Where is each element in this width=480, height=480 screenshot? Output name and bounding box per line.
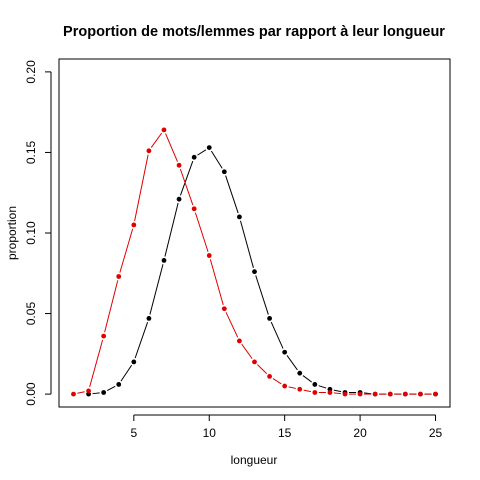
series-2-point <box>387 391 393 397</box>
series-2-point <box>161 127 167 133</box>
series-1-segment <box>134 322 149 359</box>
series-2-point <box>282 383 288 389</box>
series-layer <box>71 127 438 397</box>
series-1 <box>86 145 438 397</box>
series-2-point <box>191 206 197 212</box>
x-tick-label: 20 <box>353 426 367 440</box>
y-axis: 0.00 0.05 0.10 0.15 0.20 <box>24 60 52 406</box>
series-2-point <box>146 148 152 154</box>
series-1-point <box>267 315 272 321</box>
series-1-point <box>176 196 182 202</box>
y-axis-label: proportion <box>5 206 19 260</box>
series-1-point <box>312 382 318 387</box>
x-axis-label: longueur <box>231 453 278 467</box>
series-2-point <box>86 388 91 394</box>
series-2-segment <box>241 343 253 359</box>
series-1-point <box>191 154 197 160</box>
x-tick-label: 5 <box>130 426 137 440</box>
series-2-segment <box>150 132 163 148</box>
x-tick-label: 15 <box>278 426 292 440</box>
series-2-point <box>327 390 333 395</box>
series-1-segment <box>120 364 133 382</box>
series-2-point <box>237 338 242 344</box>
series-1-point <box>206 145 212 151</box>
series-2-point <box>312 390 318 395</box>
series-2-segment <box>194 212 209 252</box>
series-2-segment <box>272 378 282 385</box>
series-1-segment <box>333 389 342 393</box>
series-2-segment <box>77 391 85 394</box>
series-2-point <box>116 274 122 279</box>
series-1-point <box>161 257 167 263</box>
series-2-point <box>357 391 363 397</box>
series-1-segment <box>318 385 327 389</box>
chart-title: Proportion de mots/lemmes par rapport à … <box>63 24 445 40</box>
series-2 <box>71 127 438 397</box>
series-2-segment <box>104 280 119 333</box>
series-1-segment <box>149 264 164 315</box>
plot-frame <box>58 58 451 408</box>
series-2-segment <box>179 168 194 206</box>
y-tick-label: 0.15 <box>24 140 38 164</box>
y-tick-label: 0.20 <box>24 60 38 84</box>
series-1-segment <box>225 175 239 214</box>
series-1-point <box>101 390 107 395</box>
y-tick-label: 0.00 <box>24 382 38 406</box>
series-1-point <box>297 370 303 376</box>
series-2-segment <box>333 392 342 395</box>
x-tick-label: 25 <box>429 426 443 440</box>
series-2-point <box>267 373 272 379</box>
series-2-segment <box>209 259 224 306</box>
series-1-point <box>237 214 242 220</box>
series-2-segment <box>119 228 134 273</box>
series-1-segment <box>179 160 194 196</box>
x-axis: 5 10 15 20 25 <box>130 414 443 440</box>
series-1-point <box>131 359 137 365</box>
series-2-point <box>372 391 378 397</box>
x-tick-label: 10 <box>203 426 217 440</box>
series-2-point <box>402 391 408 397</box>
series-2-point <box>418 391 423 397</box>
series-2-segment <box>303 389 312 393</box>
series-1-segment <box>302 375 312 383</box>
series-1-segment <box>106 385 116 392</box>
series-2-point <box>101 333 107 339</box>
series-1-point <box>146 315 152 321</box>
series-2-point <box>342 391 348 397</box>
series-1-segment <box>92 392 100 395</box>
series-1-segment <box>239 220 254 268</box>
series-1-point <box>282 349 288 355</box>
series-1-segment <box>286 355 298 371</box>
series-2-point <box>433 391 438 397</box>
series-1-segment <box>164 202 179 257</box>
series-2-segment <box>165 133 178 162</box>
series-2-segment <box>89 339 104 388</box>
series-2-point <box>176 162 182 168</box>
series-1-segment <box>270 321 284 349</box>
series-1-point <box>116 382 122 387</box>
series-2-segment <box>134 154 149 222</box>
series-1-point <box>221 169 227 175</box>
series-2-point <box>221 306 227 312</box>
series-2-point <box>252 359 257 365</box>
y-tick-label: 0.05 <box>24 302 38 326</box>
series-2-point <box>131 222 137 228</box>
series-2-point <box>71 391 76 397</box>
series-2-point <box>206 253 212 258</box>
series-1-segment <box>197 149 207 156</box>
series-2-point <box>297 386 303 392</box>
series-1-segment <box>364 392 372 395</box>
series-2-segment <box>257 364 268 374</box>
series-1-point <box>252 269 257 275</box>
series-2-segment <box>288 386 296 389</box>
series-1-segment <box>255 275 269 315</box>
series-1-segment <box>210 150 223 169</box>
y-tick-label: 0.10 <box>24 221 38 245</box>
series-2-segment <box>225 312 239 338</box>
